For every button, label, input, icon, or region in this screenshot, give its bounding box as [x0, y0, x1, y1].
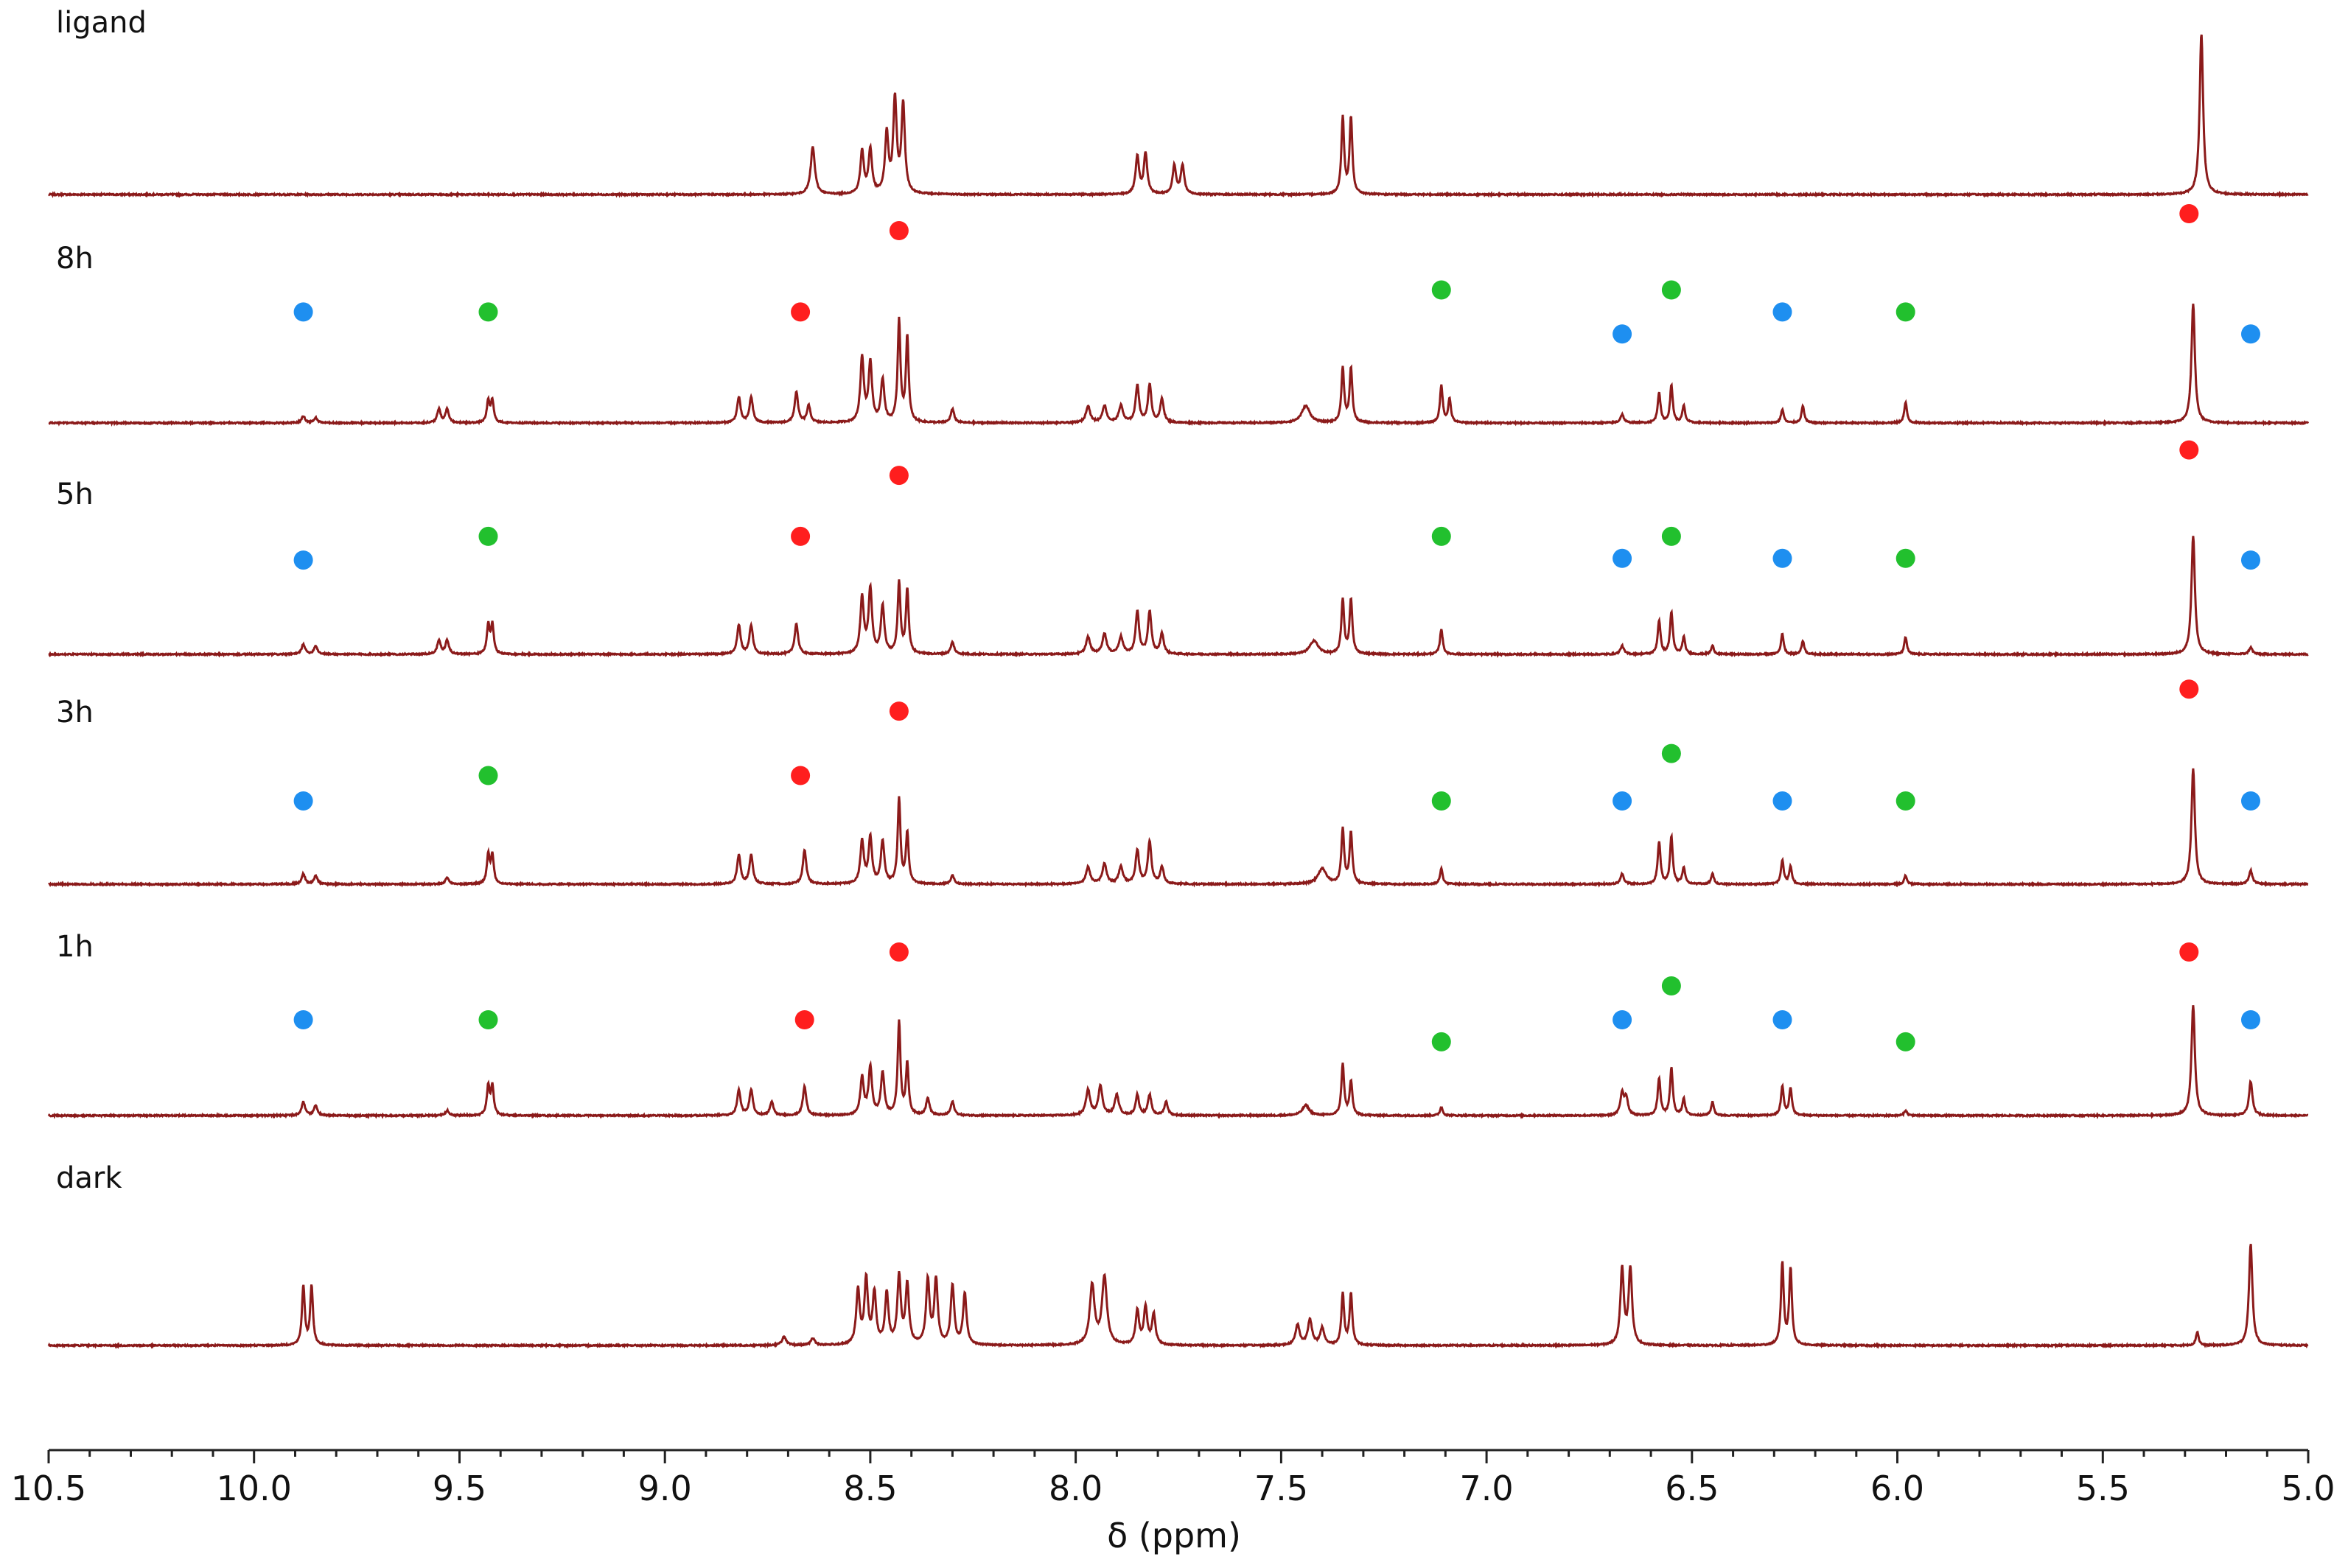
x-tick-label-3: 9.0	[638, 1469, 692, 1508]
peak-marker-5h-green-8	[1895, 548, 1915, 568]
x-tick-label-0: 10.5	[11, 1469, 86, 1508]
peak-marker-5h-blue-10	[2241, 550, 2260, 570]
peak-marker-3h-blue-7	[1772, 791, 1792, 811]
peak-marker-1h-green-8	[1895, 1032, 1915, 1051]
peak-marker-8h-red-2	[791, 302, 811, 322]
peak-marker-1h-red-2	[794, 1010, 814, 1029]
peak-marker-5h-green-1	[478, 526, 498, 546]
series-label-3h: 3h	[56, 696, 94, 729]
peak-marker-5h-green-4	[1431, 526, 1451, 546]
spectrum-1h	[47, 1005, 2309, 1120]
spectrum-8h	[48, 304, 2310, 427]
peak-marker-3h-red-3	[889, 701, 909, 721]
series-label-8h: 8h	[56, 242, 94, 276]
series-label-1h: 1h	[56, 930, 94, 964]
peak-marker-8h-red-9	[2179, 204, 2199, 223]
x-tick-label-4: 8.5	[843, 1469, 897, 1508]
x-tick-label-2: 9.5	[433, 1469, 486, 1508]
peak-marker-3h-green-6	[1661, 743, 1681, 763]
peak-marker-8h-green-1	[478, 302, 498, 322]
series-label-ligand: ligand	[56, 6, 147, 40]
peak-marker-3h-green-8	[1895, 791, 1915, 811]
peak-marker-5h-red-2	[791, 526, 811, 546]
peak-marker-8h-blue-7	[1772, 302, 1792, 322]
peak-marker-5h-blue-0	[293, 550, 313, 570]
peak-marker-1h-green-1	[478, 1010, 498, 1029]
spectrum-dark	[47, 1244, 2309, 1349]
series-labels-layer: ligand 8h 5h 3h 1h dark	[56, 6, 147, 1195]
peak-marker-5h-red-9	[2179, 440, 2199, 460]
peak-marker-1h-green-4	[1431, 1032, 1451, 1051]
x-axis: 10.5 10.0 9.5 9.0 8.5 8.0 7.5 7.0 6.5 6.0 5.5 5.0	[11, 1449, 2335, 1508]
peak-marker-8h-green-8	[1895, 302, 1915, 322]
x-tick-label-6: 7.5	[1254, 1469, 1308, 1508]
peak-marker-3h-red-9	[2179, 679, 2199, 699]
peak-marker-5h-red-3	[889, 466, 909, 486]
peak-marker-8h-blue-10	[2241, 324, 2260, 344]
peak-marker-3h-green-1	[478, 766, 498, 785]
peak-marker-3h-blue-5	[1612, 791, 1632, 811]
peak-marker-8h-green-4	[1431, 280, 1451, 300]
x-tick-label-7: 7.0	[1460, 1469, 1514, 1508]
peak-marker-8h-blue-5	[1612, 324, 1632, 344]
spectra-layer	[47, 34, 2310, 1349]
peak-marker-1h-blue-10	[2241, 1010, 2260, 1029]
x-tick-label-8: 6.5	[1665, 1469, 1719, 1508]
peak-marker-5h-blue-7	[1772, 548, 1792, 568]
x-tick-label-5: 8.0	[1049, 1469, 1103, 1508]
peak-marker-5h-blue-5	[1612, 548, 1632, 568]
peak-marker-1h-green-6	[1661, 976, 1681, 995]
peak-marker-1h-blue-7	[1772, 1010, 1792, 1029]
x-tick-label-11: 5.0	[2281, 1469, 2335, 1508]
peak-marker-1h-blue-5	[1612, 1010, 1632, 1029]
peak-marker-1h-red-9	[2179, 942, 2199, 962]
peak-marker-3h-blue-0	[293, 791, 313, 811]
peak-marker-8h-blue-0	[293, 302, 313, 322]
peak-marker-3h-red-2	[791, 766, 811, 785]
peak-marker-8h-green-6	[1661, 280, 1681, 300]
peak-marker-8h-red-3	[889, 221, 909, 240]
x-tick-label-10: 5.5	[2076, 1469, 2130, 1508]
x-tick-label-9: 6.0	[1870, 1469, 1924, 1508]
peak-markers-layer	[293, 204, 2260, 1051]
peak-marker-3h-blue-10	[2241, 791, 2260, 811]
x-axis-title: δ (ppm)	[1107, 1516, 1241, 1555]
x-tick-label-1: 10.0	[216, 1469, 291, 1508]
peak-marker-1h-blue-0	[293, 1010, 313, 1029]
peak-marker-5h-green-6	[1661, 526, 1681, 546]
spectrum-ligand	[48, 34, 2309, 198]
series-label-dark: dark	[56, 1161, 122, 1195]
spectrum-3h	[48, 768, 2309, 888]
spectrum-5h	[48, 536, 2309, 659]
peak-marker-1h-red-3	[889, 942, 909, 962]
series-label-5h: 5h	[56, 477, 94, 511]
peak-marker-3h-green-4	[1431, 791, 1451, 811]
